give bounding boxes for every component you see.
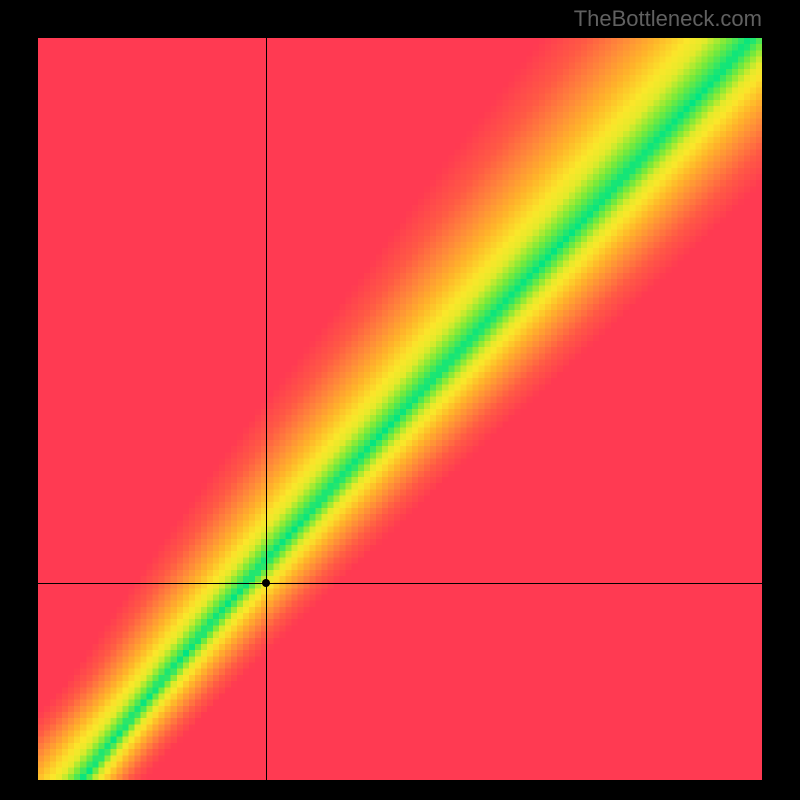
- crosshair-vertical: [266, 38, 267, 780]
- crosshair-horizontal: [38, 583, 762, 584]
- chart-container: TheBottleneck.com: [0, 0, 800, 800]
- watermark-text: TheBottleneck.com: [574, 6, 762, 32]
- bottleneck-heatmap: [38, 38, 762, 780]
